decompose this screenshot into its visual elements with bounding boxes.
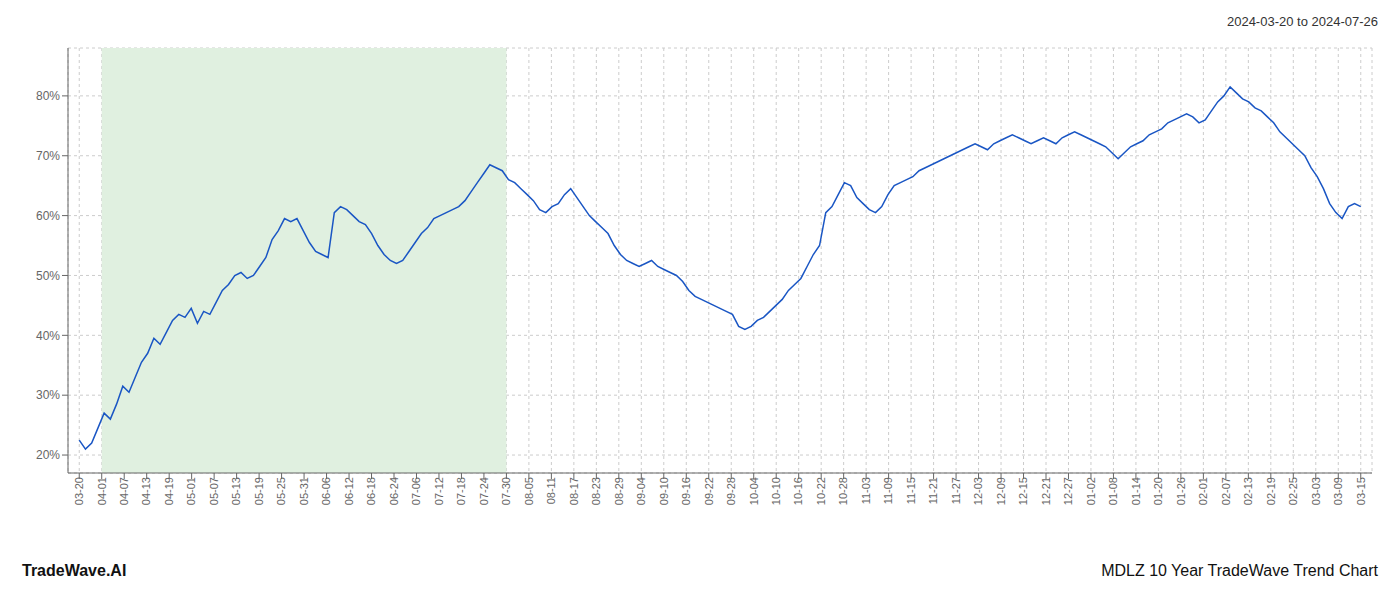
html-text:2024-03-20 to 2024-07-26: 2024-03-20 to 2024-07-26 (1226, 14, 1378, 29)
svg-text:09-10: 09-10 (658, 477, 670, 505)
svg-text:05-19: 05-19 (253, 477, 265, 505)
svg-text:07-24: 07-24 (478, 477, 490, 505)
svg-text:01-02: 01-02 (1085, 477, 1097, 505)
svg-text:08-29: 08-29 (613, 477, 625, 505)
svg-text:04-01: 04-01 (96, 477, 108, 505)
svg-text:06-24: 06-24 (388, 477, 400, 505)
svg-text:09-04: 09-04 (635, 477, 647, 505)
svg-text:04-13: 04-13 (140, 477, 152, 505)
svg-text:08-11: 08-11 (545, 477, 557, 504)
svg-text:04-19: 04-19 (163, 477, 175, 505)
svg-text:07-06: 07-06 (410, 477, 422, 505)
svg-text:10-10: 10-10 (770, 477, 782, 505)
svg-text:07-12: 07-12 (433, 477, 445, 505)
svg-text:01-08: 01-08 (1107, 477, 1119, 505)
svg-text:20%: 20% (36, 448, 60, 462)
svg-text:09-16: 09-16 (680, 477, 692, 505)
svg-text:11-21: 11-21 (927, 477, 939, 504)
html-text:TradeWave.AI: TradeWave.AI (22, 562, 127, 579)
svg-text:02-01: 02-01 (1197, 477, 1209, 505)
svg-text:07-18: 07-18 (455, 477, 467, 505)
svg-text:10-16: 10-16 (792, 477, 804, 505)
svg-text:02-13: 02-13 (1242, 477, 1254, 505)
svg-text:06-18: 06-18 (365, 477, 377, 505)
svg-text:01-26: 01-26 (1175, 477, 1187, 505)
svg-text:08-23: 08-23 (590, 477, 602, 505)
svg-text:05-31: 05-31 (298, 477, 310, 505)
svg-text:70%: 70% (36, 149, 60, 163)
svg-text:12-09: 12-09 (995, 477, 1007, 505)
svg-text:80%: 80% (36, 89, 60, 103)
svg-text:06-06: 06-06 (320, 477, 332, 505)
svg-text:10-28: 10-28 (837, 477, 849, 505)
svg-text:05-01: 05-01 (185, 477, 197, 505)
svg-text:60%: 60% (36, 209, 60, 223)
svg-text:11-09: 11-09 (882, 477, 894, 504)
svg-text:03-03: 03-03 (1310, 477, 1322, 505)
svg-text:09-22: 09-22 (703, 477, 715, 505)
svg-text:05-07: 05-07 (208, 477, 220, 505)
svg-text:01-14: 01-14 (1130, 477, 1142, 505)
svg-text:12-15: 12-15 (1017, 477, 1029, 505)
svg-text:11-27: 11-27 (950, 477, 962, 504)
svg-text:05-25: 05-25 (275, 477, 287, 505)
svg-text:30%: 30% (36, 388, 60, 402)
svg-text:10-04: 10-04 (748, 477, 760, 505)
svg-text:02-07: 02-07 (1220, 477, 1232, 505)
svg-text:02-25: 02-25 (1287, 477, 1299, 505)
svg-text:12-03: 12-03 (972, 477, 984, 505)
svg-text:03-09: 03-09 (1332, 477, 1344, 505)
svg-text:12-27: 12-27 (1062, 477, 1074, 505)
svg-text:07-30: 07-30 (500, 477, 512, 505)
svg-text:04-07: 04-07 (118, 477, 130, 505)
svg-text:03-15: 03-15 (1355, 477, 1367, 505)
svg-text:08-17: 08-17 (568, 477, 580, 505)
svg-text:03-20: 03-20 (73, 477, 85, 505)
svg-text:10-22: 10-22 (815, 477, 827, 505)
svg-text:02-19: 02-19 (1265, 477, 1277, 505)
svg-text:06-12: 06-12 (343, 477, 355, 505)
svg-text:01-20: 01-20 (1152, 477, 1164, 505)
svg-text:09-28: 09-28 (725, 477, 737, 505)
html-text:MDLZ 10 Year TradeWave Trend C: MDLZ 10 Year TradeWave Trend Chart (1101, 562, 1378, 579)
svg-text:05-13: 05-13 (230, 477, 242, 505)
svg-text:11-15: 11-15 (905, 477, 917, 504)
svg-text:50%: 50% (36, 269, 60, 283)
svg-text:11-03: 11-03 (860, 477, 872, 504)
svg-text:12-21: 12-21 (1040, 477, 1052, 505)
svg-text:40%: 40% (36, 329, 60, 343)
svg-text:08-05: 08-05 (523, 477, 535, 505)
